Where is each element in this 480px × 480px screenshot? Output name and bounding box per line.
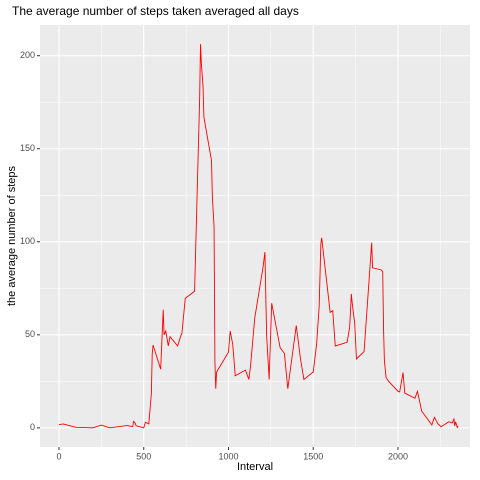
y-tick-label: 50 (25, 329, 35, 339)
chart-title: The average number of steps taken averag… (12, 4, 299, 18)
x-tick-label: 1500 (303, 451, 323, 461)
y-tick-label: 100 (20, 236, 35, 246)
data-line (58, 44, 459, 429)
y-tick-label: 200 (20, 50, 35, 60)
x-axis-label: Interval (237, 461, 273, 473)
plot-panel (40, 25, 470, 447)
x-tick-label: 500 (136, 451, 151, 461)
y-tick-label: 150 (20, 143, 35, 153)
y-axis-label: the average number of steps (6, 165, 18, 306)
x-tick-label: 2000 (388, 451, 408, 461)
y-tick-label: 0 (30, 422, 35, 432)
x-tick-label: 0 (56, 451, 61, 461)
x-tick-label: 1000 (218, 451, 238, 461)
